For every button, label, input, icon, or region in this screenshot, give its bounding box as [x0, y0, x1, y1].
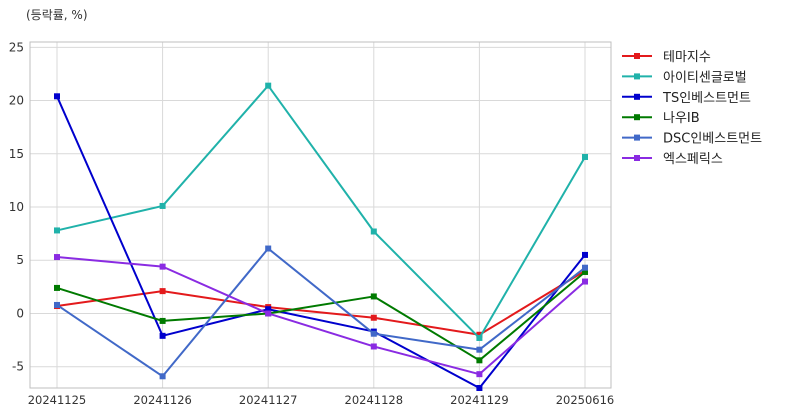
legend-marker: [634, 155, 640, 161]
data-point: [265, 82, 272, 89]
legend-item: 아이티센글로벌: [622, 70, 747, 85]
series: [54, 93, 588, 391]
legend-marker: [634, 134, 640, 141]
y-tick-label: 5: [16, 253, 24, 267]
legend-label: 나우IB: [663, 111, 700, 126]
data-point: [54, 284, 60, 291]
data-point: [476, 371, 483, 378]
data-point: [370, 343, 377, 350]
data-point: [370, 330, 377, 337]
x-tick-label: 20241127: [239, 393, 298, 407]
legend-marker: [634, 53, 640, 59]
legend-label: 테마지수: [663, 50, 711, 65]
data-point: [159, 373, 166, 380]
plot-frame: [29, 41, 612, 389]
data-point: [476, 385, 483, 391]
data-point: [476, 331, 483, 338]
legend-item: 나우IB: [622, 111, 700, 126]
y-tick-label: 15: [9, 147, 24, 161]
legend-label: 아이티센글로벌: [663, 70, 747, 85]
data-point: [54, 254, 60, 261]
data-point: [54, 93, 60, 100]
data-point: [159, 332, 166, 339]
series: [54, 245, 588, 380]
legend-item: TS인베스트먼트: [622, 91, 751, 106]
data-point: [582, 153, 588, 160]
series-line: [56, 95, 586, 389]
x-tick-label: 20241125: [28, 393, 87, 407]
data-point: [476, 346, 483, 353]
y-tick-label: 0: [16, 306, 24, 320]
data-point: [159, 263, 166, 270]
x-tick-label: 20241129: [450, 393, 509, 407]
data-point: [265, 310, 272, 317]
legend-marker: [634, 93, 640, 100]
x-tick-label: 20250616: [556, 393, 615, 407]
data-point: [159, 288, 166, 295]
y-tick-label: 20: [9, 94, 24, 108]
data-point: [159, 202, 166, 209]
data-point: [265, 306, 272, 313]
y-axis-label: (등락률, %): [26, 8, 88, 22]
y-tick-label: 10: [9, 200, 24, 214]
data-point: [54, 227, 60, 234]
series-line: [56, 271, 586, 362]
series-line: [56, 270, 586, 336]
data-point: [582, 251, 588, 258]
series-layer: [54, 82, 588, 391]
data-point: [159, 317, 166, 324]
y-tick-label: 25: [9, 40, 24, 54]
x-tick-label: 20241126: [133, 393, 192, 407]
legend-marker: [634, 73, 640, 80]
data-point: [582, 264, 588, 271]
data-point: [265, 245, 272, 252]
legend-label: TS인베스트먼트: [662, 91, 751, 106]
y-tick-label: -5: [12, 360, 24, 374]
legend-label: DSC인베스트먼트: [663, 132, 762, 147]
legend-label: 엑스페릭스: [663, 152, 723, 167]
data-point: [582, 268, 588, 275]
data-point: [476, 334, 483, 341]
grid: [30, 42, 611, 388]
data-point: [476, 357, 483, 364]
data-point: [370, 314, 377, 321]
series: [54, 82, 588, 341]
legend-item: 엑스페릭스: [622, 152, 723, 167]
series-line: [56, 84, 586, 339]
x-tick-label: 20241128: [345, 393, 404, 407]
x-axis-ticks: 20241125 20241126 20241127 20241128 20241129…: [28, 393, 615, 407]
data-point: [370, 228, 377, 235]
legend-item: 테마지수: [622, 50, 711, 65]
data-point: [582, 278, 588, 285]
legend-item: DSC인베스트먼트: [622, 132, 762, 147]
data-point: [54, 301, 60, 308]
legend-marker: [634, 114, 640, 121]
series-line: [56, 256, 586, 376]
series: [54, 254, 588, 378]
y-axis-ticks: -5 0 5 10 15 20 25: [9, 40, 24, 373]
series-line: [56, 247, 586, 378]
data-point: [370, 293, 377, 300]
